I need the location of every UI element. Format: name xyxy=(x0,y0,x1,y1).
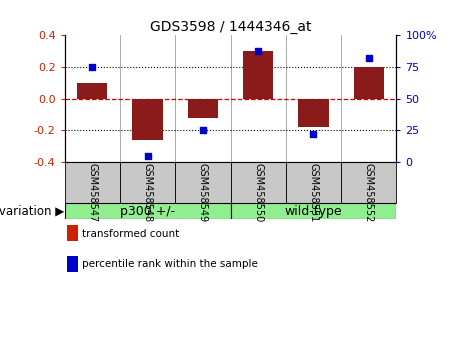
Point xyxy=(199,127,207,133)
Point xyxy=(89,64,96,70)
Bar xyxy=(341,162,396,203)
Text: p300 +/-: p300 +/- xyxy=(120,205,175,218)
Point xyxy=(310,131,317,137)
Bar xyxy=(65,162,120,203)
Text: GSM458552: GSM458552 xyxy=(364,163,374,222)
Text: GSM458549: GSM458549 xyxy=(198,163,208,222)
Text: genotype/variation ▶: genotype/variation ▶ xyxy=(0,205,65,218)
Bar xyxy=(298,99,329,127)
Point xyxy=(254,48,262,53)
Bar xyxy=(120,162,175,203)
Bar xyxy=(230,162,286,203)
Bar xyxy=(243,51,273,99)
Bar xyxy=(132,99,163,140)
Text: GSM458550: GSM458550 xyxy=(253,163,263,222)
Text: GSM458551: GSM458551 xyxy=(308,163,319,222)
Point xyxy=(144,153,151,159)
Bar xyxy=(354,67,384,99)
Text: percentile rank within the sample: percentile rank within the sample xyxy=(82,259,258,269)
Text: transformed count: transformed count xyxy=(82,229,179,239)
Text: GSM458548: GSM458548 xyxy=(142,163,153,222)
Bar xyxy=(286,162,341,203)
Point xyxy=(365,55,372,61)
Bar xyxy=(188,99,218,118)
Text: wild-type: wild-type xyxy=(284,205,342,218)
Title: GDS3598 / 1444346_at: GDS3598 / 1444346_at xyxy=(150,21,311,34)
Bar xyxy=(230,203,396,219)
Bar xyxy=(175,162,230,203)
Bar xyxy=(77,83,107,99)
Text: GSM458547: GSM458547 xyxy=(87,163,97,222)
Bar xyxy=(65,203,230,219)
